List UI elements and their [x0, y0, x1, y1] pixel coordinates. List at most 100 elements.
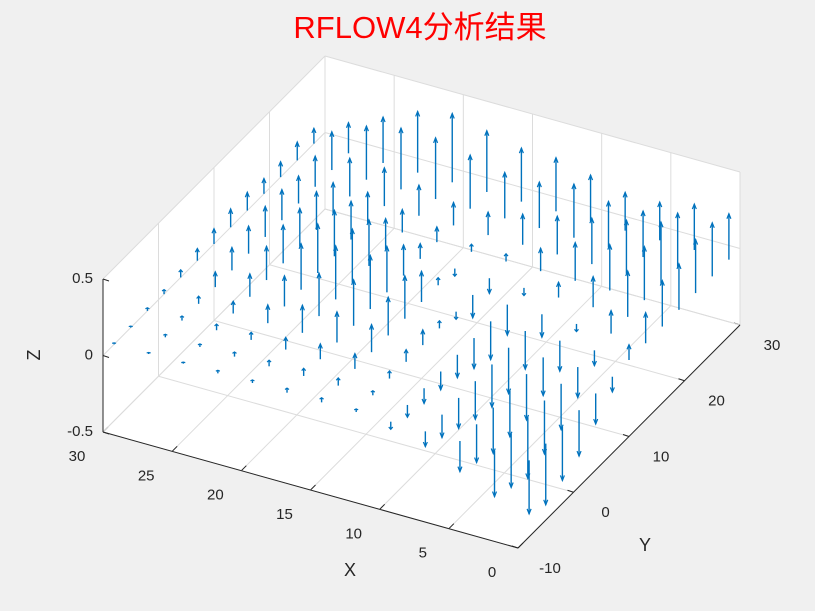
vector-arrow	[313, 190, 320, 230]
tick-mark	[102, 355, 110, 358]
arrow-part	[520, 212, 526, 220]
z-axis-label: Z	[24, 350, 44, 361]
arrow-part	[161, 288, 167, 292]
arrow-part	[421, 398, 427, 406]
vector-arrow	[523, 374, 530, 422]
tick-mark	[171, 445, 178, 452]
arrow-part	[540, 390, 546, 398]
arrow-part	[434, 225, 440, 232]
vector-arrow	[283, 336, 289, 350]
vector-arrow	[491, 450, 498, 499]
arrow-part	[196, 295, 202, 299]
arrow-part	[401, 243, 407, 251]
arrow-part	[345, 121, 352, 128]
arrow-part	[436, 319, 442, 324]
arrow-part	[279, 188, 285, 195]
arrow-part	[415, 109, 421, 117]
arrow-part	[331, 208, 337, 216]
arrow-part	[456, 423, 462, 431]
arrow-part	[178, 268, 184, 273]
vector-arrow	[365, 190, 371, 223]
vector-arrow	[421, 388, 427, 406]
arrow-part	[503, 252, 509, 257]
vector-arrow	[558, 383, 564, 432]
vector-arrow	[467, 153, 473, 209]
arrow-part	[278, 160, 284, 167]
vector-arrow	[417, 242, 423, 259]
vector-arrow	[334, 310, 340, 343]
vector-arrow	[454, 354, 460, 380]
vector-arrow	[593, 393, 599, 426]
vector-arrow	[571, 182, 577, 238]
arrow-part	[365, 190, 371, 198]
grid-line	[213, 320, 630, 437]
arrow-part	[488, 354, 494, 362]
arrow-part	[608, 309, 614, 316]
arrow-part	[163, 333, 168, 336]
vector-arrow	[506, 347, 512, 396]
arrow-part	[657, 200, 663, 208]
vector-arrow	[399, 207, 405, 233]
vector-arrow	[380, 115, 386, 163]
arrow-part	[470, 312, 476, 320]
arrow-part	[518, 146, 524, 154]
arrow-part	[504, 329, 510, 337]
vector-arrow	[576, 410, 582, 458]
y-axis-line	[517, 324, 741, 549]
arrow-part	[438, 384, 444, 392]
arrow-part	[454, 372, 460, 380]
arrow-part	[351, 278, 357, 286]
vector-arrow	[349, 227, 355, 283]
arrow-part	[265, 303, 271, 311]
vector-arrow	[261, 177, 267, 194]
arrow-part	[641, 244, 647, 252]
arrow-part	[363, 124, 369, 132]
arrow-part	[194, 247, 200, 253]
arrow-part	[398, 126, 404, 134]
vector-arrow	[351, 278, 357, 326]
vector-arrow	[381, 166, 387, 207]
arrow-part	[593, 418, 599, 426]
arrow-part	[558, 424, 564, 432]
arrow-part	[294, 140, 300, 148]
x-tick-label: 0	[488, 564, 496, 581]
vector-arrow	[543, 443, 549, 507]
vector-arrow	[214, 323, 219, 331]
y-tick-label: 20	[708, 393, 725, 410]
arrow-part	[388, 426, 394, 431]
arrow-part	[316, 271, 322, 279]
arrow-part	[622, 190, 628, 198]
arrow-part	[676, 262, 682, 270]
vector-arrow	[244, 190, 250, 211]
arrow-part	[214, 323, 219, 327]
grid-line	[324, 55, 741, 173]
arrow-part	[640, 209, 646, 217]
arrow-part	[330, 180, 336, 188]
arrow-part	[572, 240, 578, 248]
arrow-part	[659, 279, 665, 286]
vector-arrow	[295, 174, 302, 204]
tick-mark	[240, 465, 247, 472]
arrow-part	[502, 170, 508, 178]
y-tick-label: 30	[764, 337, 781, 354]
x-tick-label: 10	[345, 525, 362, 542]
vector-arrow	[489, 364, 495, 409]
arrow-part	[315, 222, 321, 230]
arrow-part	[521, 292, 527, 297]
arrow-part	[367, 253, 373, 261]
arrow-part	[691, 202, 697, 210]
arrow-part	[211, 227, 217, 234]
x-tick-label: 5	[419, 545, 427, 562]
vector-arrow	[228, 207, 234, 228]
vector-arrow	[384, 244, 390, 293]
grid-line	[269, 264, 685, 382]
vector-arrow	[486, 278, 492, 296]
grid-line	[102, 55, 326, 280]
vector-arrow	[145, 307, 150, 311]
x-tick-label: 30	[69, 448, 86, 465]
arrow-part	[248, 331, 254, 335]
arrow-part	[433, 136, 439, 144]
vector-arrow	[623, 218, 629, 274]
arrow-part	[313, 190, 320, 197]
